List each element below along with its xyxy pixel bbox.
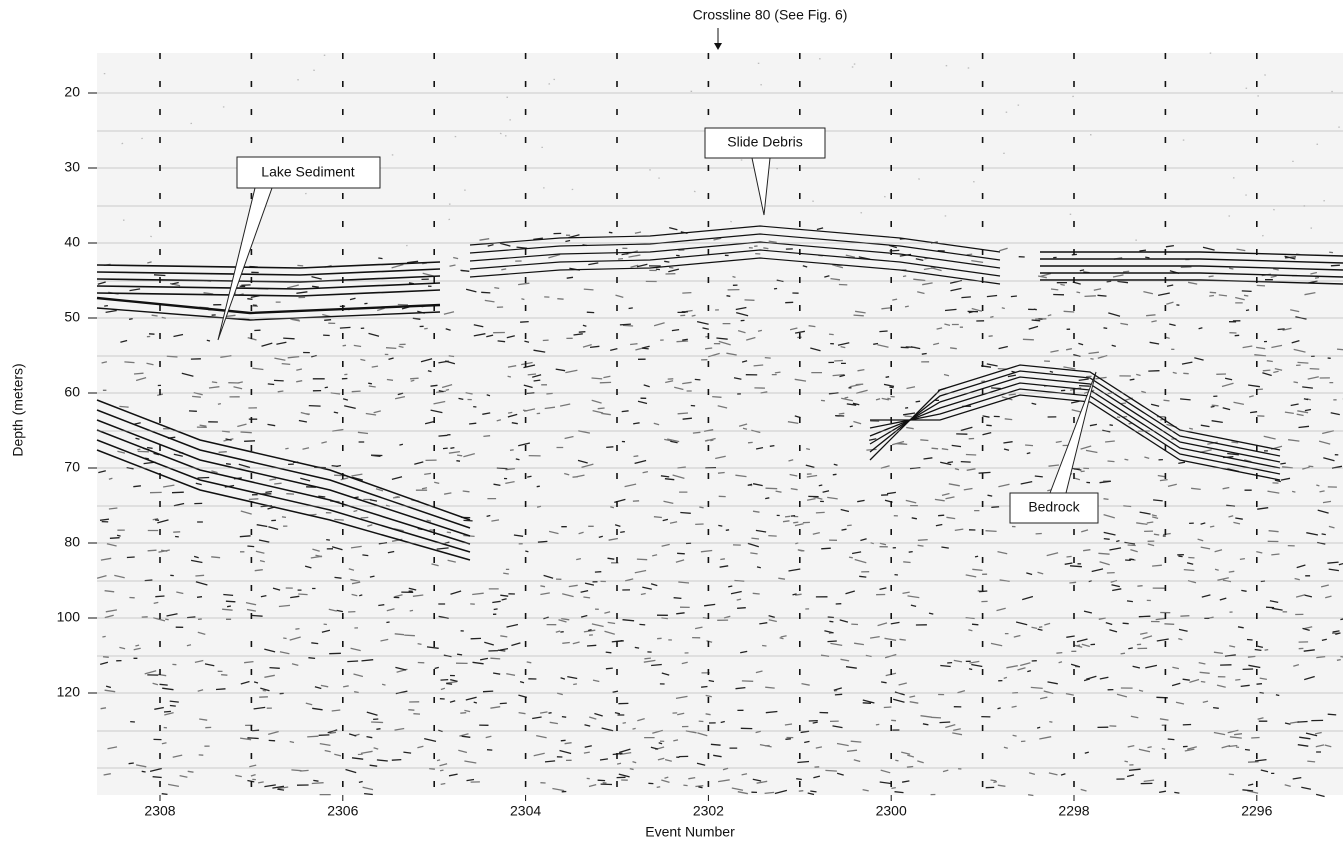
reflector (96, 289, 441, 297)
callout-text: Lake Sediment (261, 164, 355, 180)
y-tick-label: 100 (57, 609, 81, 625)
reflector (96, 261, 441, 269)
reflector (96, 429, 471, 545)
y-tick-label: 30 (64, 159, 80, 175)
x-tick-label: 2300 (876, 803, 907, 819)
reflector (1040, 279, 1343, 285)
y-tick-label: 60 (64, 384, 80, 400)
reflector (1040, 272, 1343, 278)
reflector (870, 394, 1281, 481)
seismic-noise (103, 52, 1340, 247)
grid (97, 53, 1343, 795)
reflector (96, 409, 471, 529)
reflector (869, 364, 1281, 461)
callout: Lake Sediment (217, 156, 381, 341)
reflector (869, 382, 1281, 469)
y-tick-label: 20 (64, 84, 80, 100)
reflector (469, 225, 1001, 253)
reflector (469, 257, 1001, 285)
x-tick-label: 2296 (1241, 803, 1272, 819)
reflector (96, 399, 471, 521)
reflector (96, 449, 471, 561)
y-tick-label: 80 (64, 534, 80, 550)
reflector (869, 376, 1281, 463)
reflector (96, 419, 471, 537)
reflector (1040, 258, 1343, 264)
y-tick-label: 70 (64, 459, 80, 475)
reflector (469, 249, 1001, 277)
reflector (469, 233, 1001, 261)
reflector (96, 439, 471, 553)
axes: 20 30 40 50 60 70 80 100 120 2308 2306 2304 2302 2300… (57, 84, 1273, 819)
reflector (96, 307, 441, 321)
reflector (469, 241, 1001, 269)
seismic-section (96, 52, 1343, 798)
callout-text: Bedrock (1028, 499, 1080, 515)
x-tick-label: 2298 (1058, 803, 1089, 819)
callout-box (1009, 492, 1099, 524)
seismic-noise (97, 226, 1343, 798)
callout-text: Slide Debris (727, 134, 802, 150)
x-tick-label: 2304 (510, 803, 541, 819)
x-tick-label: 2302 (693, 803, 724, 819)
arrow-head (714, 43, 722, 50)
y-axis-label: Depth (meters) (10, 363, 26, 456)
x-tick-label: 2308 (144, 803, 175, 819)
y-tick-label: 40 (64, 234, 80, 250)
reflector (1040, 265, 1343, 271)
x-axis-label: Event Number (645, 824, 735, 840)
x-tick-label: 2306 (327, 803, 358, 819)
callout-box (236, 156, 381, 189)
y-tick-label: 50 (64, 309, 80, 325)
reflector (96, 282, 441, 290)
reflector (869, 370, 1281, 457)
callout: Slide Debris (704, 127, 826, 216)
top-label: Crossline 80 (See Fig. 6) (693, 7, 848, 23)
reflector (96, 296, 441, 315)
reflector (1040, 251, 1343, 257)
reflector (869, 388, 1281, 475)
callout: Bedrock (1009, 371, 1099, 524)
reflector (96, 268, 441, 276)
y-tick-label: 120 (57, 684, 81, 700)
reflector (96, 275, 441, 283)
callout-box (704, 127, 826, 159)
